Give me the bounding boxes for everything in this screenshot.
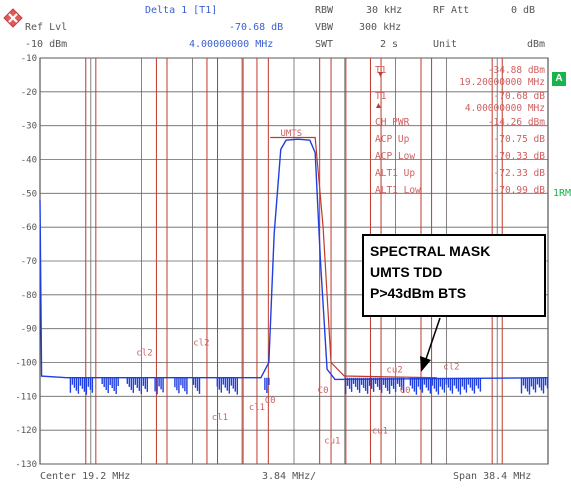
y-tick-label: -80 (21, 291, 37, 301)
noise-spikes (174, 377, 188, 395)
marker-table-value: -70.99 dB (494, 185, 546, 196)
spectral-mask-callout: SPECTRAL MASK UMTS TDD P>43dBm BTS (362, 234, 546, 317)
frequency-span: Span 38.4 MHz (453, 471, 532, 482)
rf-att-label: RF Att (433, 5, 470, 16)
callout-line-1: SPECTRAL MASK (370, 243, 491, 259)
y-tick-label: -20 (21, 88, 37, 98)
callout-arrow-head-icon (420, 356, 431, 372)
ref-level-value: -10 dBm (25, 39, 68, 50)
y-tick-label: -10 (21, 54, 37, 64)
y-tick-label: -110 (15, 392, 37, 402)
channel-label: cl1 (212, 413, 228, 423)
callout-line-2: UMTS TDD (370, 264, 443, 280)
marker-1-triangle-icon (378, 72, 383, 77)
marker-2-triangle-icon (376, 103, 381, 108)
y-tick-label: -120 (15, 426, 37, 436)
marker-title: Delta 1 [T1] (145, 5, 218, 16)
noise-spikes (409, 377, 482, 395)
channel-label: UMTS (281, 129, 303, 139)
callout-arrow-line (424, 317, 441, 363)
channel-label: cu1 (372, 427, 388, 437)
ref-level-label: Ref Lvl (25, 22, 68, 33)
side-status-label: 1RM (553, 188, 571, 199)
noise-spikes (344, 377, 405, 394)
y-tick-label: -60 (21, 223, 37, 233)
swt-label: SWT (315, 39, 334, 50)
y-tick-label: -40 (21, 156, 37, 166)
channel-label: cl2 (443, 362, 459, 372)
spectrum-trace (39, 138, 549, 381)
marker-table-label: ACP Low (375, 151, 415, 162)
y-tick-label: -50 (21, 189, 37, 199)
y-tick-label: -130 (15, 460, 37, 470)
channel-label: C0 (318, 386, 329, 396)
marker-table-label: T1 (375, 91, 387, 102)
noise-spikes (126, 377, 148, 394)
noise-spikes (154, 377, 164, 395)
center-frequency: Center 19.2 MHz (40, 471, 131, 482)
marker-table-label: ALT1 Low (375, 185, 421, 196)
unit-value: dBm (527, 39, 546, 50)
marker-table-value: -34.88 dBm (488, 65, 545, 76)
trace-a-badge: A (552, 72, 566, 86)
marker-table-value: -14.26 dBm (488, 117, 545, 128)
channel-label: cu2 (386, 366, 402, 376)
rbw-value: 30 kHz (366, 5, 403, 16)
rf-att-value: 0 dB (511, 5, 536, 16)
marker-table-frequency: 19.20000000 MHz (459, 77, 545, 88)
noise-spikes (192, 377, 201, 394)
rohde-schwarz-logo-icon (3, 8, 23, 28)
channel-label: cu1 (324, 437, 340, 447)
noise-spikes (101, 377, 119, 394)
y-tick-label: -70 (21, 257, 37, 267)
marker-table-value: -70.33 dB (494, 151, 546, 162)
swt-value: 2 s (380, 39, 399, 50)
noise-spikes (264, 377, 270, 393)
noise-spikes (216, 377, 238, 395)
marker-table-label: CH PWR (375, 117, 410, 128)
y-tick-label: -90 (21, 325, 37, 335)
vbw-label: VBW (315, 22, 334, 33)
marker-table-frequency: 4.00000000 MHz (465, 103, 545, 114)
unit-label: Unit (433, 39, 458, 50)
channel-label: C0 (265, 396, 276, 406)
marker-table-label: ALT1 Up (375, 168, 415, 179)
marker-table-label: ACP Up (375, 134, 410, 145)
noise-spikes (69, 377, 94, 395)
y-tick-label: -100 (15, 359, 37, 369)
analyzer-header: Ref Lvl -10 dBm Delta 1 [T1] -70.68 dB 4… (0, 0, 571, 56)
marker-table-value: -72.33 dB (494, 168, 546, 179)
marker-frequency: 4.00000000 MHz (189, 39, 274, 50)
limit-line (270, 136, 437, 379)
frequency-per-division: 3.84 MHz/ (262, 471, 317, 482)
marker-table-value: -70.68 dB (494, 91, 546, 102)
noise-spikes (520, 377, 549, 395)
channel-label: cl1 (249, 403, 265, 413)
channel-label: cl2 (193, 339, 209, 349)
rbw-label: RBW (315, 5, 334, 16)
callout-line-3: P>43dBm BTS (370, 285, 467, 301)
marker-table-value: -70.75 dB (494, 134, 546, 145)
channel-label: cl2 (136, 349, 152, 359)
y-tick-label: -30 (21, 122, 37, 132)
channel-label: C0 (400, 386, 411, 396)
marker-table-label: T1 (375, 65, 387, 76)
marker-level: -70.68 dB (229, 22, 284, 33)
vbw-value: 300 kHz (359, 22, 402, 33)
